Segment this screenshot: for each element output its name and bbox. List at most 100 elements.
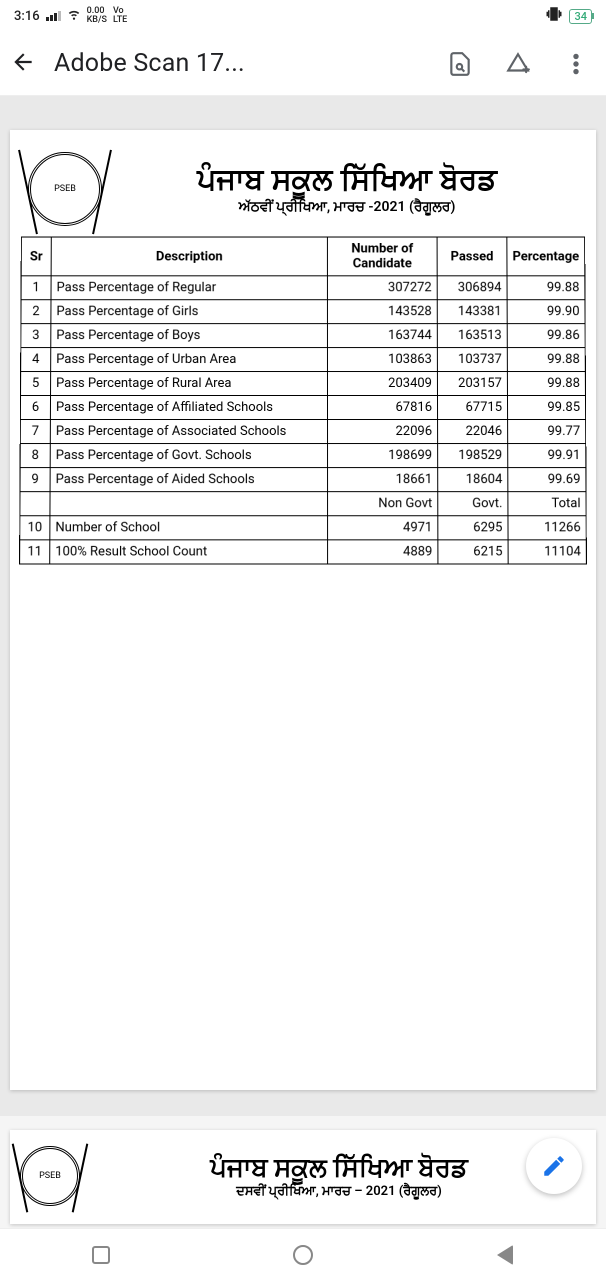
table-row: 7Pass Percentage of Associated Schools22… (20, 420, 585, 444)
cell-desc: Pass Percentage of Rural Area (51, 372, 328, 396)
cell-passed: 198529 (438, 444, 508, 468)
back-nav-button[interactable] (492, 1242, 518, 1268)
cell-desc: Pass Percentage of Boys (51, 324, 328, 348)
recents-button[interactable] (88, 1242, 114, 1268)
cell-pct: 99.88 (507, 348, 585, 372)
cell-desc: Pass Percentage of Associated Schools (50, 420, 327, 444)
status-bar: 3:16 0.00 KB/S Vo LTE 34 (0, 0, 606, 32)
edit-fab-button[interactable] (526, 1138, 582, 1194)
document-header: PSEB ਪੰਜਾਬ ਸਕੂਲ ਸਿੱਖਿਆ ਬੋਰਡ ਅੱਠਵੀਂ ਪ੍ਰੀਖ… (20, 148, 586, 236)
cell-pct: Total (508, 492, 586, 516)
wifi-icon (67, 7, 81, 25)
col-passed: Passed (437, 237, 507, 276)
cell-desc: Pass Percentage of Urban Area (51, 348, 328, 372)
cell-desc (50, 492, 328, 516)
status-right: 34 (545, 5, 592, 27)
cell-pct: 99.88 (507, 372, 585, 396)
signal-icon (46, 11, 61, 21)
table-row: 5Pass Percentage of Rural Area2034092031… (21, 372, 586, 396)
col-percentage: Percentage (507, 237, 585, 276)
cell-passed: Govt. (438, 492, 508, 516)
table-row: 11100% Result School Count4889621511104 (20, 540, 587, 564)
cell-num: 67816 (327, 396, 437, 420)
table-row: 10Number of School4971629511266 (20, 516, 587, 540)
add-to-drive-button[interactable] (498, 51, 538, 77)
cell-sr: 11 (20, 540, 50, 564)
cell-passed: 6295 (438, 516, 508, 540)
find-in-page-button[interactable] (440, 51, 480, 77)
cell-passed: 18604 (438, 468, 508, 492)
cell-desc: Pass Percentage of Regular (51, 276, 327, 300)
table-row: 6Pass Percentage of Affiliated Schools67… (20, 396, 585, 420)
status-net-mode: Vo LTE (113, 7, 127, 25)
more-menu-button[interactable] (556, 51, 596, 77)
cell-pct: 99.91 (508, 444, 586, 468)
cell-num: 307272 (327, 276, 437, 300)
table-row: 2Pass Percentage of Girls14352814338199.… (21, 300, 585, 324)
cell-passed: 143381 (437, 300, 507, 324)
cell-num: 198699 (328, 444, 438, 468)
cell-sr: 2 (21, 300, 51, 324)
cell-pct: 99.85 (507, 396, 585, 420)
cell-desc: Pass Percentage of Affiliated Schools (50, 396, 327, 420)
pdf-page-1[interactable]: PSEB ਪੰਜਾਬ ਸਕੂਲ ਸਿੱਖਿਆ ਬੋਰਡ ਅੱਠਵੀਂ ਪ੍ਰੀਖ… (10, 130, 596, 1090)
cell-num: 4971 (328, 516, 438, 540)
cell-desc: Pass Percentage of Aided Schools (50, 468, 327, 492)
table-row: 9Pass Percentage of Aided Schools1866118… (20, 468, 586, 492)
cell-passed: 67715 (437, 396, 507, 420)
doc-heading-sub: ਅੱਠਵੀਂ ਪ੍ਰੀਖਿਆ, ਮਾਰਚ -2021 (ਰੈਗੂਲਰ) (116, 199, 578, 215)
system-nav-bar (0, 1228, 606, 1280)
col-sr: Sr (21, 237, 51, 276)
cell-desc: Pass Percentage of Govt. Schools (50, 444, 327, 468)
battery-indicator: 34 (569, 9, 592, 24)
cell-pct: 99.90 (507, 300, 585, 324)
status-time: 3:16 (14, 9, 40, 24)
col-number: Number of Candidate (327, 237, 437, 276)
status-left: 3:16 0.00 KB/S Vo LTE (14, 7, 127, 25)
back-button[interactable] (10, 49, 36, 79)
cell-passed: 306894 (437, 276, 507, 300)
table-subheader-row: Non GovtGovt.Total (20, 492, 586, 516)
cell-num: 18661 (328, 468, 438, 492)
cell-desc: 100% Result School Count (50, 540, 328, 564)
cell-sr: 10 (20, 516, 50, 540)
table-row: 3Pass Percentage of Boys16374416351399.8… (21, 324, 585, 348)
cell-sr: 1 (21, 276, 51, 300)
col-description: Description (51, 237, 327, 276)
cell-sr: 5 (21, 372, 51, 396)
cell-num: 22096 (328, 420, 438, 444)
table-row: 8Pass Percentage of Govt. Schools1986991… (20, 444, 586, 468)
cell-num: 103863 (327, 348, 437, 372)
document-viewport[interactable]: PSEB ਪੰਜਾਬ ਸਕੂਲ ਸਿੱਖਿਆ ਬੋਰਡ ਅੱਠਵੀਂ ਪ੍ਰੀਖ… (0, 96, 606, 1116)
cell-desc: Pass Percentage of Girls (51, 300, 328, 324)
cell-pct: 99.69 (508, 468, 586, 492)
cell-num: 4889 (328, 540, 438, 564)
cell-sr: 9 (20, 468, 50, 492)
cell-sr: 8 (20, 444, 50, 468)
table-row: 4Pass Percentage of Urban Area1038631037… (21, 348, 586, 372)
doc-heading-main: ਪੰਜਾਬ ਸਕੂਲ ਸਿੱਖਿਆ ਬੋਰਡ (116, 163, 578, 197)
cell-passed: 203157 (437, 372, 507, 396)
pdf-page-2-preview[interactable]: PSEB ਪੰਜਾਬ ਸਕੂਲ ਸਿੱਖਿਆ ਬੋਰਡ ਦਸਵੀਂ ਪ੍ਰੀਖਿ… (10, 1130, 596, 1224)
cell-desc: Number of School (50, 516, 328, 540)
table-row: 1Pass Percentage of Regular3072723068949… (21, 276, 585, 300)
page2-heading-sub: ਦਸਵੀਂ ਪ੍ਰੀਖਿਆ, ਮਾਰਚ – 2021 (ਰੈਗੂਲਰ) (92, 1184, 586, 1199)
cell-passed: 6215 (438, 540, 508, 564)
cell-pct: 99.86 (507, 324, 585, 348)
status-data-rate: 0.00 KB/S (87, 7, 107, 25)
cell-pct: 11266 (508, 516, 586, 540)
cell-sr: 4 (21, 348, 51, 372)
table-header-row: Sr Description Number of Candidate Passe… (21, 237, 585, 276)
cell-num: 143528 (327, 300, 437, 324)
home-button[interactable] (290, 1242, 316, 1268)
results-table: Sr Description Number of Candidate Passe… (19, 237, 587, 565)
vibrate-icon (545, 5, 563, 27)
cell-passed: 22046 (438, 420, 508, 444)
board-seal-icon: PSEB (28, 152, 102, 226)
cell-pct: 99.88 (507, 276, 585, 300)
cell-passed: 103737 (437, 348, 507, 372)
board-seal-icon: PSEB (20, 1146, 80, 1206)
cell-num: Non Govt (328, 492, 438, 516)
cell-pct: 99.77 (508, 420, 586, 444)
cell-sr (20, 492, 50, 516)
